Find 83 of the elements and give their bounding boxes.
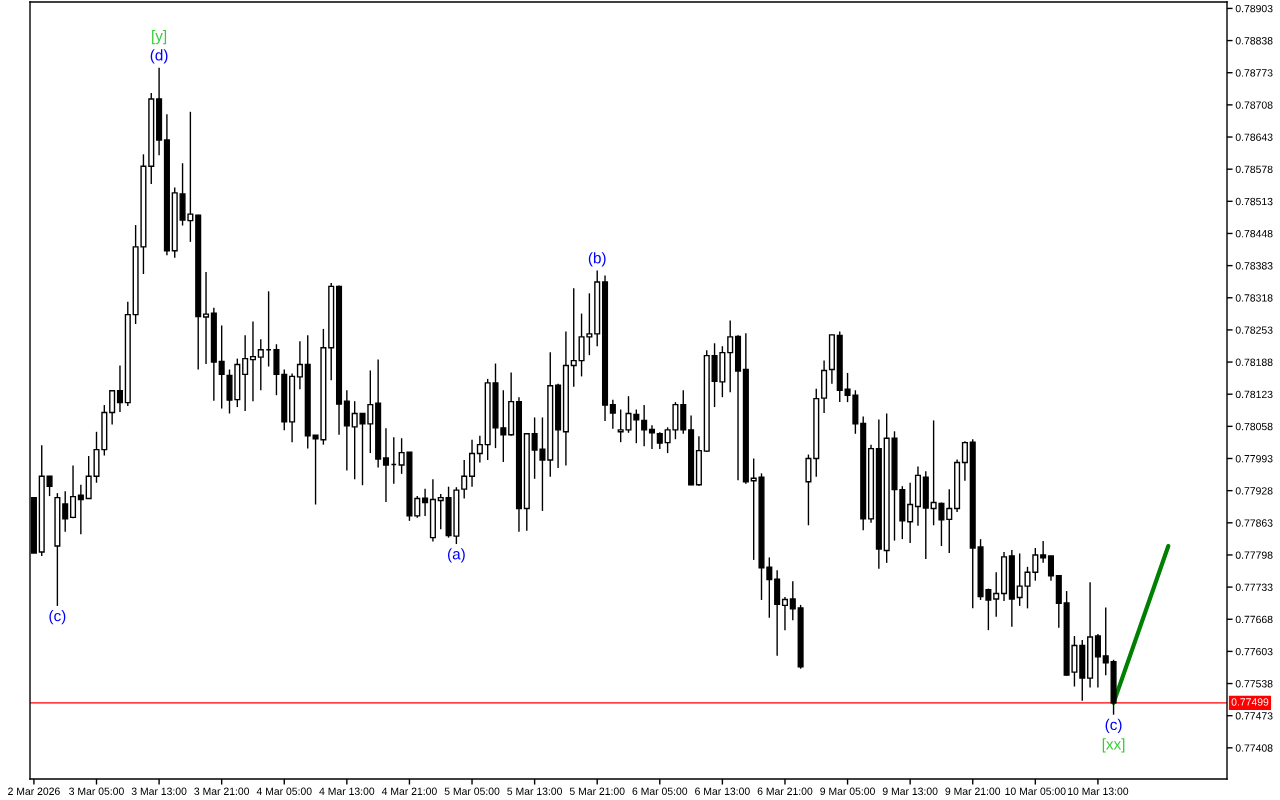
y-tick-label: 0.77668 [1235,615,1273,624]
y-tick-label: 0.77538 [1235,680,1273,688]
annotation: [y] [152,29,167,45]
y-tick-label: 0.77408 [1235,744,1273,752]
y-tick-label: 0.77733 [1235,583,1273,591]
candlestick [1040,540,1047,564]
candlestick [907,482,914,544]
y-tick-label: 0.78578 [1235,165,1273,174]
x-tick-label: 9 Mar 21:00 [945,787,1001,795]
x-tick-label: 5 Mar 05:00 [444,787,500,795]
candlestick [609,398,616,430]
y-tick-label: 0.78188 [1235,358,1273,366]
annotation: (b) [588,252,606,267]
candlestick [789,580,796,621]
candlestick [570,287,577,388]
y-tick-label: 0.78773 [1235,69,1273,77]
x-tick-label: 6 Mar 13:00 [695,787,750,795]
y-tick-label: 0.77993 [1235,455,1273,463]
candlestick [62,490,69,533]
candlestick [781,596,789,631]
y-tick-label: 0.78643 [1235,133,1273,141]
y-tick-label: 0.78058 [1235,422,1273,431]
candlestick [1047,555,1055,582]
candlestick [1094,633,1101,689]
y-tick-label: 0.78253 [1235,326,1273,334]
x-tick-label: 6 Mar 05:00 [632,787,688,795]
candlestick [218,324,225,410]
candlestick [242,334,249,412]
candlestick [77,484,84,535]
candlestick [476,435,483,464]
annotation: (d) [150,49,168,64]
x-tick-label: 5 Mar 13:00 [507,787,563,795]
annotation: (c) [1105,718,1122,734]
candlestick [961,440,968,482]
y-tick-label: 0.78318 [1235,294,1273,302]
annotation: (a) [448,548,465,563]
x-tick-label: 4 Mar 21:00 [381,787,437,795]
candlestick [296,340,303,390]
candlestick [116,364,124,413]
y-tick-label: 0.77863 [1235,519,1273,527]
candlestick [422,487,429,517]
candlestick [1102,606,1109,676]
x-tick-label: 4 Mar 13:00 [319,787,375,795]
annotation: [xx] [1102,738,1125,753]
y-tick-label: 0.78838 [1235,37,1273,45]
candlestick [641,404,648,447]
annotation: (c) [49,610,66,625]
y-tick-label: 0.78383 [1235,262,1273,270]
y-tick-label: 0.78123 [1235,390,1273,399]
x-tick-label: 6 Mar 21:00 [757,787,813,795]
candlestick [414,495,421,519]
candlestick [946,488,953,554]
x-tick-label: 3 Mar 05:00 [69,787,124,795]
candlestick [202,271,210,365]
x-tick-label: 4 Mar 05:00 [256,787,312,795]
candlestick [382,427,390,503]
y-tick-label: 0.78513 [1235,197,1273,206]
x-tick-label: 3 Mar 21:00 [194,787,250,795]
candlestick [109,389,116,426]
y-tick-label: 0.78903 [1235,4,1273,13]
candlestick [257,338,264,391]
x-tick-label: 9 Mar 05:00 [820,787,875,795]
ref-line-label: 0.77499 [1231,698,1269,706]
candlestick [249,320,257,402]
x-tick-label: 10 Mar 13:00 [1068,787,1129,795]
candlestick [468,439,476,488]
candlestick [993,571,1000,618]
candlestick [461,459,468,500]
y-tick-label: 0.78448 [1235,229,1273,238]
x-tick-label: 10 Mar 05:00 [1005,787,1066,795]
candlestick [437,493,444,530]
y-tick-label: 0.77798 [1235,551,1273,559]
y-tick-label: 0.77928 [1235,487,1273,495]
candlestick [805,453,812,526]
x-tick-label: 3 Mar 13:00 [131,787,187,795]
x-tick-label: 5 Mar 21:00 [569,787,625,795]
y-tick-label: 0.78708 [1235,101,1273,109]
y-tick-label: 0.77473 [1235,712,1273,720]
x-tick-label: 2 Mar 2026 [8,787,60,795]
x-tick-label: 9 Mar 13:00 [882,787,938,795]
y-tick-label: 0.77603 [1235,647,1273,656]
candlestick [727,319,734,393]
candlestick [69,464,77,520]
